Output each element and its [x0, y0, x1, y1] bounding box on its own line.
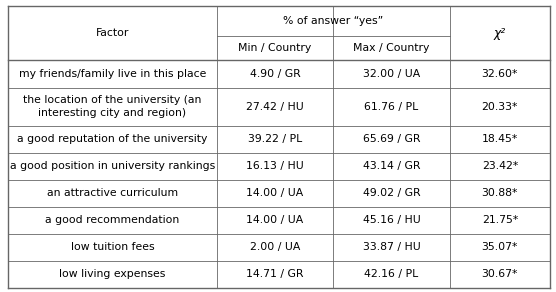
- Text: 42.16 / PL: 42.16 / PL: [364, 270, 419, 279]
- Text: 45.16 / HU: 45.16 / HU: [363, 215, 420, 225]
- Text: 30.67*: 30.67*: [481, 270, 518, 279]
- Text: an attractive curriculum: an attractive curriculum: [47, 188, 178, 198]
- Text: 35.07*: 35.07*: [481, 242, 518, 252]
- Text: 30.88*: 30.88*: [481, 188, 518, 198]
- Text: a good reputation of the university: a good reputation of the university: [17, 134, 207, 144]
- Text: 32.60*: 32.60*: [481, 69, 518, 79]
- Text: low living expenses: low living expenses: [59, 270, 166, 279]
- Text: 32.00 / UA: 32.00 / UA: [363, 69, 420, 79]
- Text: 23.42*: 23.42*: [481, 161, 518, 171]
- Text: my friends/family live in this place: my friends/family live in this place: [19, 69, 206, 79]
- Text: 20.33*: 20.33*: [481, 102, 518, 112]
- Text: 16.13 / HU: 16.13 / HU: [246, 161, 304, 171]
- Text: 49.02 / GR: 49.02 / GR: [363, 188, 420, 198]
- Text: 14.00 / UA: 14.00 / UA: [246, 188, 304, 198]
- Text: 27.42 / HU: 27.42 / HU: [246, 102, 304, 112]
- Text: a good position in university rankings: a good position in university rankings: [9, 161, 215, 171]
- Text: Factor: Factor: [96, 28, 129, 38]
- Text: 18.45*: 18.45*: [481, 134, 518, 144]
- Text: 61.76 / PL: 61.76 / PL: [364, 102, 419, 112]
- Text: % of answer “yes”: % of answer “yes”: [283, 16, 383, 26]
- Text: 2.00 / UA: 2.00 / UA: [250, 242, 300, 252]
- Text: 43.14 / GR: 43.14 / GR: [363, 161, 420, 171]
- Text: 4.90 / GR: 4.90 / GR: [250, 69, 300, 79]
- Text: a good recommendation: a good recommendation: [45, 215, 180, 225]
- Text: Min / Country: Min / Country: [239, 43, 311, 53]
- Text: 21.75*: 21.75*: [481, 215, 518, 225]
- Text: 39.22 / PL: 39.22 / PL: [248, 134, 302, 144]
- Text: 33.87 / HU: 33.87 / HU: [363, 242, 420, 252]
- Text: 14.71 / GR: 14.71 / GR: [246, 270, 304, 279]
- Text: χ²: χ²: [494, 27, 506, 40]
- Text: 65.69 / GR: 65.69 / GR: [363, 134, 420, 144]
- Text: the location of the university (an
interesting city and region): the location of the university (an inter…: [23, 95, 201, 118]
- Text: 14.00 / UA: 14.00 / UA: [246, 215, 304, 225]
- Text: Max / Country: Max / Country: [353, 43, 430, 53]
- Text: low tuition fees: low tuition fees: [71, 242, 154, 252]
